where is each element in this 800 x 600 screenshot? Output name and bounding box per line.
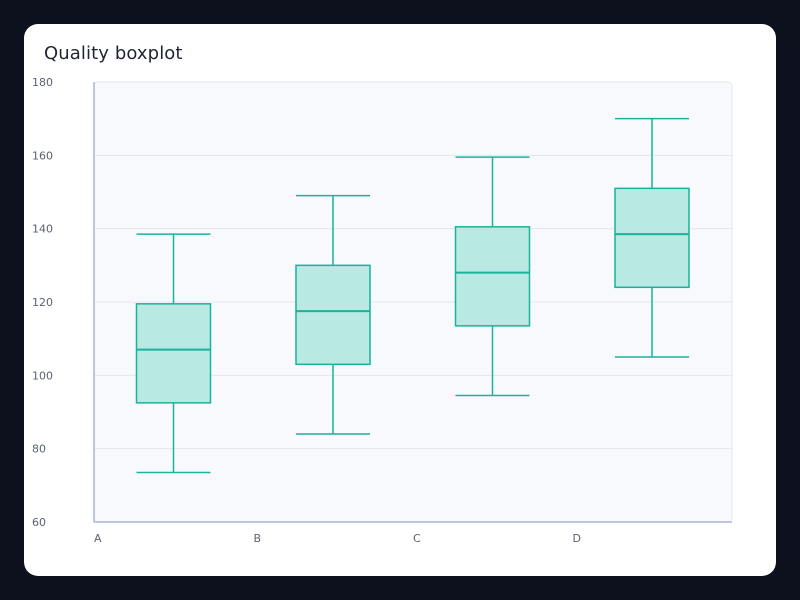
chart-title: Quality boxplot [44, 43, 183, 64]
y-tick-labels: 60 80 100 120 140 160 180 [32, 76, 53, 529]
y-tick-label: 160 [32, 149, 53, 162]
box-group-b [295, 194, 371, 435]
box-group-a [135, 233, 212, 474]
x-tick-label: D [573, 532, 581, 545]
y-tick-label: 100 [32, 369, 53, 382]
x-tick-label: C [413, 532, 421, 545]
boxes [135, 117, 690, 474]
iqr-box [135, 303, 212, 404]
axes [93, 82, 732, 523]
box-group-d [614, 117, 690, 358]
y-tick-label: 120 [32, 296, 53, 309]
y-tick-label: 140 [32, 223, 53, 236]
x-tick-label: B [254, 532, 262, 545]
y-tick-label: 80 [32, 443, 46, 456]
iqr-box [454, 226, 531, 327]
box-group-c [454, 156, 531, 397]
iqr-box [614, 187, 690, 289]
x-tick-label: A [94, 532, 102, 545]
y-tick-label: 60 [32, 516, 46, 529]
y-tick-label: 180 [32, 76, 53, 89]
iqr-box [295, 264, 371, 366]
x-tick-labels: A B C D [94, 532, 581, 545]
